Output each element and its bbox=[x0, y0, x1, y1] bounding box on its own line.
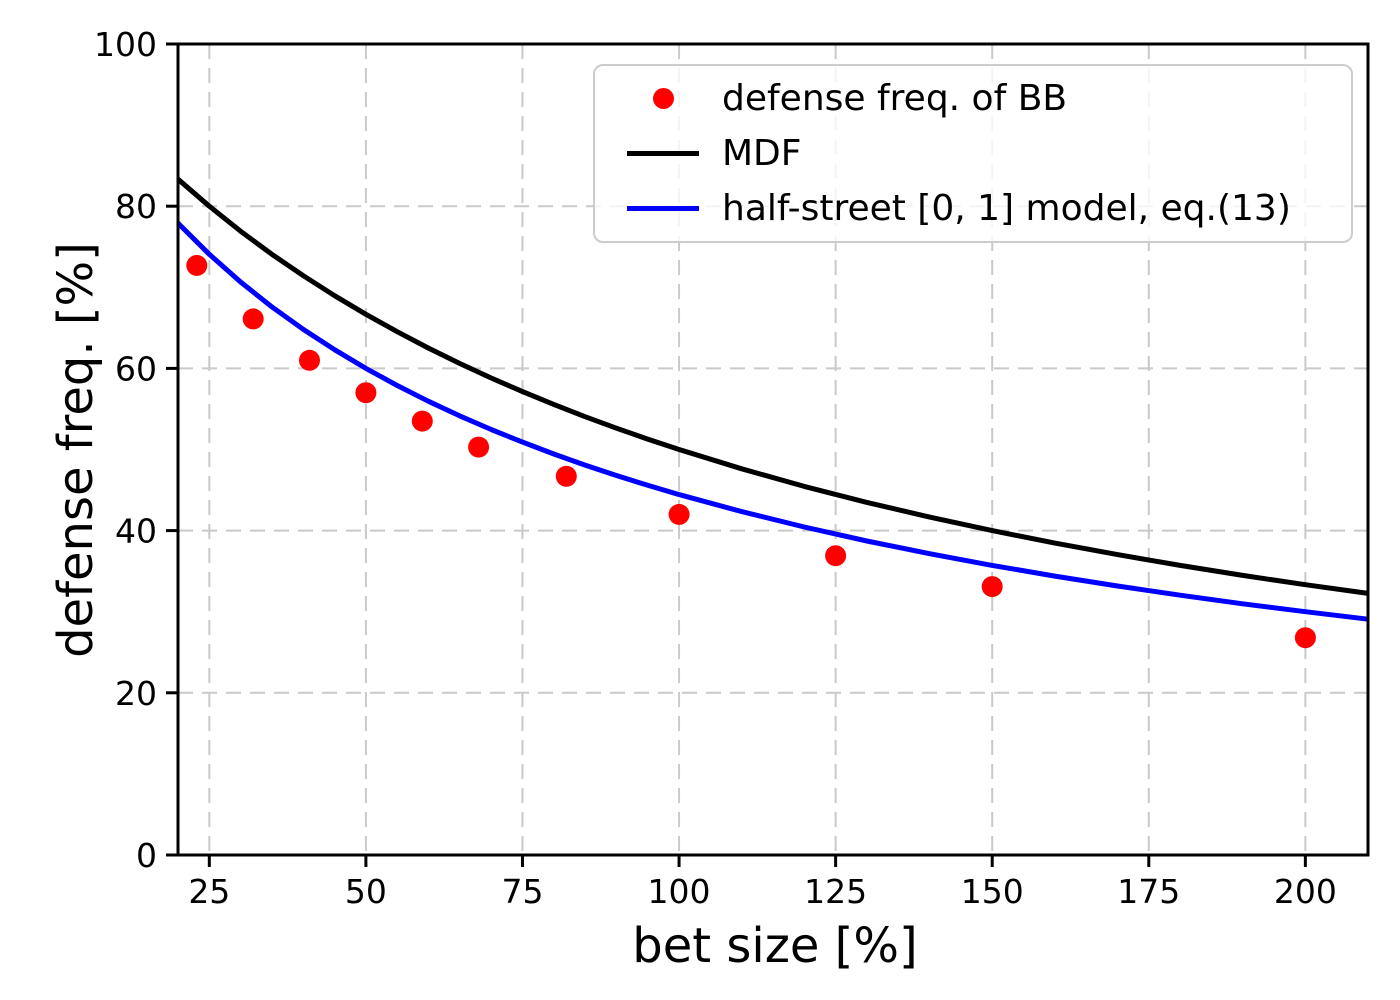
y-tick-label: 60 bbox=[115, 349, 157, 388]
legend-label: half-street [0, 1] model, eq.(13) bbox=[722, 188, 1291, 229]
data-point bbox=[355, 382, 377, 404]
x-tick-label: 175 bbox=[1117, 872, 1180, 911]
data-point bbox=[668, 503, 690, 525]
legend-handle bbox=[615, 151, 711, 156]
y-axis-title: defense freq. [%] bbox=[48, 242, 104, 658]
legend-label: defense freq. of BB bbox=[722, 78, 1068, 119]
legend-handle bbox=[615, 88, 711, 109]
x-tick-label: 50 bbox=[345, 872, 387, 911]
data-point bbox=[825, 545, 847, 567]
x-tick-label: 200 bbox=[1274, 872, 1337, 911]
half-street-curve bbox=[176, 221, 1369, 622]
y-tick-label: 20 bbox=[115, 674, 157, 713]
data-point bbox=[411, 410, 433, 432]
line-sample-icon bbox=[627, 206, 699, 211]
mdf-curve bbox=[176, 177, 1369, 596]
x-tick-label: 125 bbox=[804, 872, 867, 911]
legend-item-bb-defense: defense freq. of BB bbox=[595, 72, 1351, 125]
legend-item-half-street: half-street [0, 1] model, eq.(13) bbox=[595, 182, 1351, 235]
line-sample-icon bbox=[627, 151, 699, 156]
data-point bbox=[299, 349, 320, 371]
y-tick-label: 100 bbox=[94, 25, 157, 64]
x-tick-label: 150 bbox=[961, 872, 1024, 911]
data-point bbox=[186, 254, 208, 276]
legend-item-mdf: MDF bbox=[595, 127, 1351, 180]
data-point bbox=[981, 576, 1003, 598]
x-tick-label: 75 bbox=[501, 872, 543, 911]
data-point bbox=[1294, 627, 1316, 649]
plot-border bbox=[176, 42, 1370, 857]
data-point bbox=[555, 465, 577, 487]
legend-label: MDF bbox=[722, 133, 802, 174]
data-point bbox=[242, 308, 264, 330]
legend-handle bbox=[615, 206, 711, 211]
y-tick-label: 80 bbox=[115, 187, 157, 226]
legend: defense freq. of BB MDF half-street [0, … bbox=[593, 64, 1353, 243]
scatter-marker-icon bbox=[652, 88, 674, 109]
data-point bbox=[468, 436, 490, 458]
x-tick-label: 100 bbox=[648, 872, 711, 911]
x-axis-title: bet size [%] bbox=[632, 918, 918, 974]
y-tick-label: 40 bbox=[115, 512, 157, 551]
x-tick-label: 25 bbox=[188, 872, 230, 911]
y-tick-label: 0 bbox=[136, 836, 157, 875]
